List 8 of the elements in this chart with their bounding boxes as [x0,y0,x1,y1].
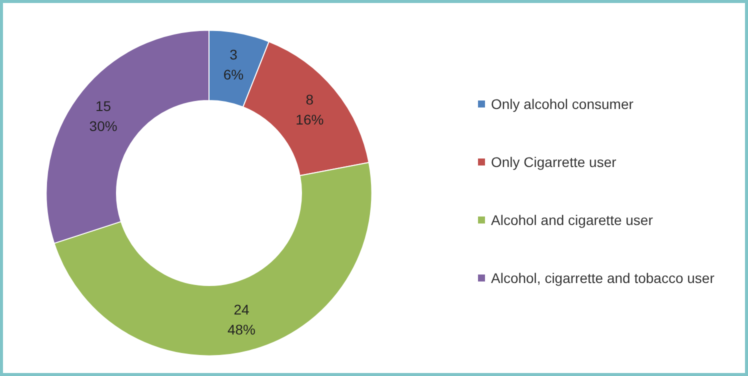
data-label: 15 30% [89,98,118,134]
data-label: 3 6% [223,46,244,83]
legend-label: Alcohol, cigarrette and tobacco user [491,270,715,286]
legend-label: Only Cigarrette user [491,154,617,170]
data-label: 24 48% [227,302,256,338]
data-label: 8 16% [296,92,324,128]
legend-label: Alcohol and cigarette user [491,212,654,228]
legend-label: Only alcohol consumer [491,96,634,112]
